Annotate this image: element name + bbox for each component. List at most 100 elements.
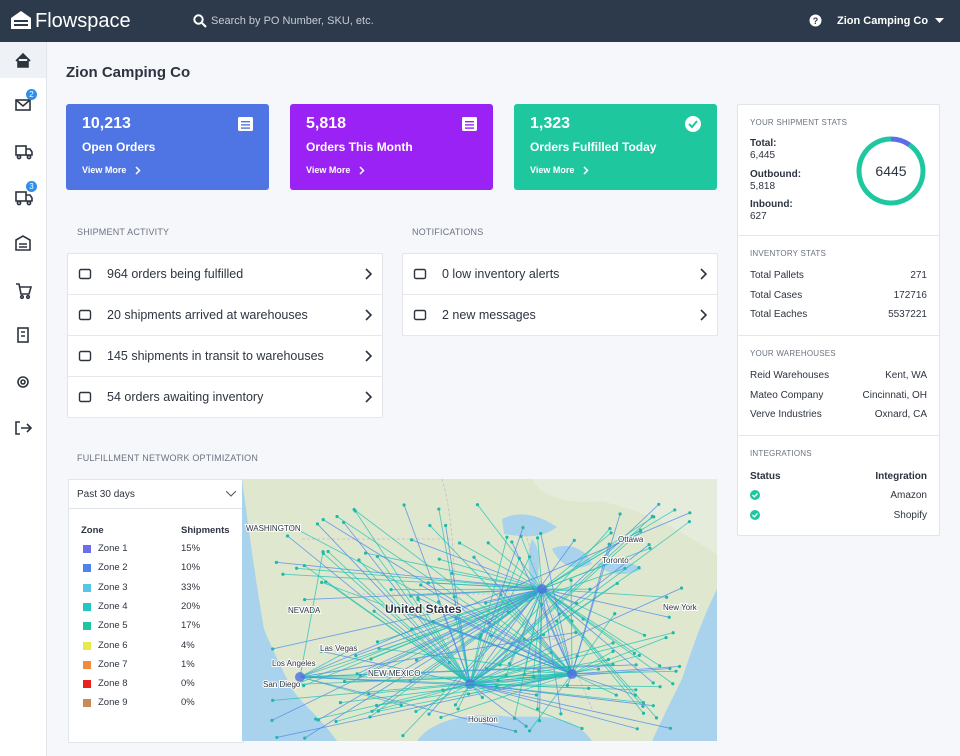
route [571,670,677,675]
route-end [540,602,544,607]
list-row[interactable]: 2 new messages [403,295,717,336]
route-end [439,609,444,614]
status-icon [750,490,760,500]
route [378,647,573,675]
route [469,558,520,685]
route [556,621,573,675]
route-end [375,703,379,708]
route-end [419,583,423,587]
section-title: INVENTORY STATS [750,249,827,258]
zone-name: Zone 4 [98,600,128,612]
list-row[interactable]: 54 orders awaiting inventory [68,377,382,418]
route-end [632,651,637,655]
row-label: Mateo Company [750,389,824,401]
card-icon [685,116,701,132]
route [322,519,573,675]
donut-label: 6445 [875,163,906,179]
row-text: 2 new messages [442,308,536,322]
route [571,673,617,696]
chevron-path [135,166,141,175]
route-end [679,586,684,590]
route [541,516,655,590]
row-value: 271 [910,270,927,281]
row-value: 5537221 [888,309,927,320]
route-end [611,641,615,645]
row-icon [413,309,427,321]
status-icon [750,509,760,520]
route-end [302,684,306,688]
icon [78,309,92,321]
icon [752,512,758,518]
list-row[interactable]: 145 shipments in transit to warehouses [68,336,382,377]
legend-swatch [83,680,91,689]
icon [465,127,474,129]
list-row[interactable]: 0 low inventory alerts [403,254,717,295]
list-row[interactable]: 964 orders being fulfilled [68,254,382,295]
route-end [335,514,339,519]
card-value: 1,323 [530,115,571,132]
route-end [354,654,358,658]
donut: 6445 [856,136,926,206]
route [571,613,616,675]
chevron-path [583,166,589,175]
map[interactable]: United States Los Angeles San Diego Las Veg… [242,479,717,741]
route-end [505,535,509,539]
route-end [615,581,619,586]
route [469,516,653,685]
route [417,599,471,685]
page-title: Zion Camping Co [66,64,191,81]
row-text: 145 shipments in transit to warehouses [107,349,324,363]
list-row[interactable]: 20 shipments arrived at warehouses [68,295,382,336]
card-link[interactable]: View More [82,165,127,175]
help-icon[interactable]: ? [809,14,822,27]
chevron-path [365,268,373,280]
icon [462,117,477,131]
route [429,525,573,675]
route-end [375,554,379,559]
route-end [641,711,646,715]
account-menu[interactable]: Zion Camping Co [837,15,929,27]
chevron [365,391,373,403]
card-link[interactable]: View More [306,165,351,175]
row-text: 964 orders being fulfilled [107,267,244,281]
nav-icons[interactable] [0,42,46,462]
range-select[interactable]: Past 30 days [69,480,243,509]
route-end [647,543,651,547]
column-header: Zone [81,525,104,536]
route [365,552,543,590]
zone-share: 17% [181,620,201,632]
route [541,588,654,684]
route-end [651,681,655,685]
route-end [428,523,432,528]
route-end [635,727,639,731]
route-end [375,640,380,644]
chevron [365,268,373,280]
search-input[interactable]: Search by PO Number, SKU, etc. [211,15,374,27]
icon [750,509,760,520]
route [469,544,650,685]
row-value: Kent, WA [885,370,927,381]
logo[interactable]: Flowspace [35,10,131,32]
icon [465,124,474,126]
icon [685,116,701,132]
chevron [700,309,708,321]
route-end [664,635,668,640]
route [480,588,543,636]
stat-card[interactable]: 10,213 Open Orders View More [66,104,269,190]
route-end [372,609,376,613]
row-icon [78,309,92,321]
zone-share: 10% [181,562,201,574]
card-link[interactable]: View More [530,165,575,175]
stat-card[interactable]: 5,818 Orders This Month View More [290,104,493,190]
route-end [688,511,692,515]
route [537,588,543,709]
icon [78,391,92,403]
stat-card[interactable]: 1,323 Orders Fulfilled Today View More [514,104,717,190]
route-end [614,693,618,697]
route [336,516,573,675]
activity-list: 964 orders being fulfilled 20 shipments a… [67,253,383,418]
route-end [389,588,393,592]
route [507,611,573,675]
integration-name: Amazon [890,490,927,501]
route-end [496,678,500,683]
